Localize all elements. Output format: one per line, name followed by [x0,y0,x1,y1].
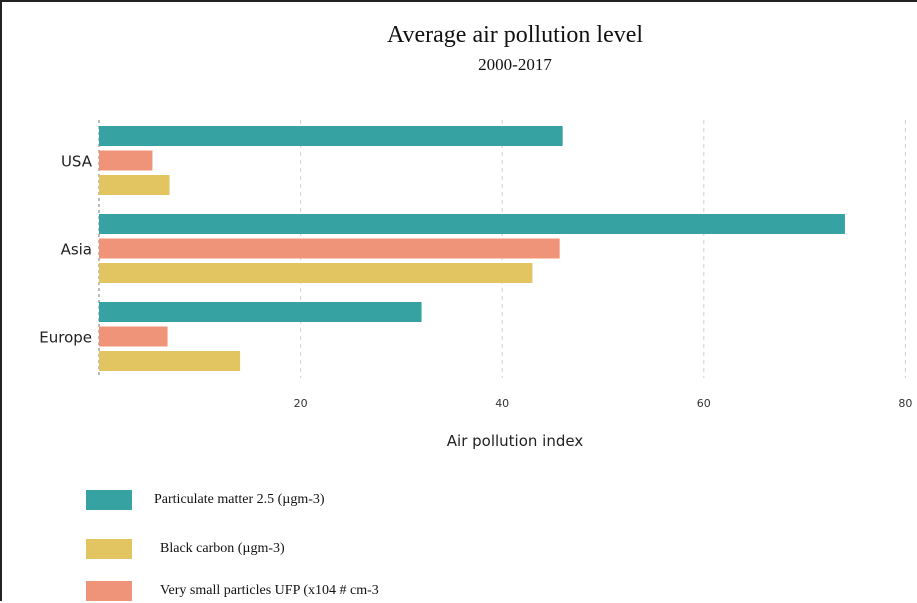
legend-label: Black carbon (µgm-3) [160,541,285,556]
bar-usa-series-2 [99,175,170,195]
x-tick-label: 60 [697,397,711,410]
x-tick-label: 40 [495,397,509,410]
bar-usa-series-1 [99,150,153,171]
legend-swatch [86,539,132,559]
bar-asia-series-1 [99,238,560,259]
legend-label: Particulate matter 2.5 (µgm-3) [154,492,325,507]
x-tick-label: 80 [898,397,912,410]
chart-subtitle: 2000-2017 [478,55,552,74]
chart-title: Average air pollution level [387,22,643,48]
bar-asia-series-0 [99,214,845,234]
legend-label: Very small particles UFP (x104 # cm-3 [160,583,379,598]
legend-swatch [86,490,132,510]
legend-swatch [86,581,132,601]
bar-asia-series-2 [99,263,533,283]
x-tick-label: 20 [294,397,308,410]
bar-usa-series-0 [99,126,563,146]
x-axis-title: Air pollution index [447,432,584,450]
category-label: USA [61,153,93,171]
category-label: Europe [39,329,92,347]
bar-europe-series-1 [99,326,168,347]
bar-europe-series-2 [99,351,241,371]
category-label: Asia [61,241,92,259]
bar-europe-series-0 [99,302,422,322]
